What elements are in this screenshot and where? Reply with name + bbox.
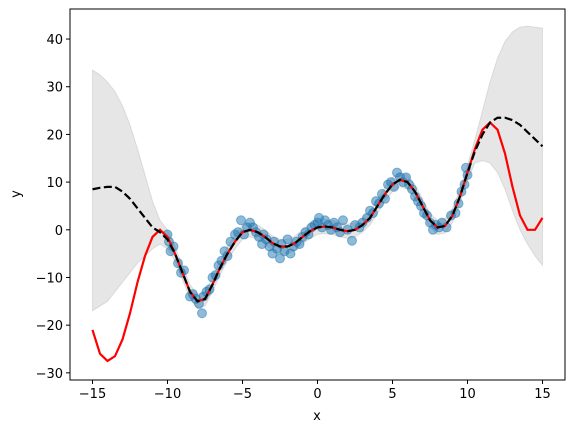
y-tick-label: 20: [46, 128, 63, 143]
confidence-band: [92, 25, 543, 312]
x-tick-label: 0: [313, 387, 321, 402]
x-tick-label: −5: [233, 387, 252, 402]
data-point: [338, 215, 348, 226]
y-tick-label: −20: [36, 319, 63, 334]
data-point: [275, 253, 285, 264]
y-tick-label: 30: [46, 81, 63, 96]
data-point: [282, 234, 293, 245]
x-tick-label: 10: [459, 387, 476, 402]
y-tick-label: 40: [46, 33, 63, 48]
x-tick-label: 15: [534, 387, 551, 402]
x-axis-label: x: [313, 409, 321, 424]
y-tick-label: 0: [55, 224, 63, 239]
mean-line: [92, 116, 544, 303]
x-tick-label: −10: [154, 387, 181, 402]
data-point: [347, 235, 357, 246]
x-tick-label: 5: [388, 387, 396, 402]
y-tick-label: −10: [36, 271, 63, 286]
y-tick-label: 10: [46, 176, 63, 191]
data-point: [197, 308, 207, 319]
data-point: [236, 215, 246, 226]
y-tick-label: −30: [36, 367, 63, 382]
y-axis-label: y: [9, 190, 24, 198]
x-tick-label: −15: [79, 387, 106, 402]
